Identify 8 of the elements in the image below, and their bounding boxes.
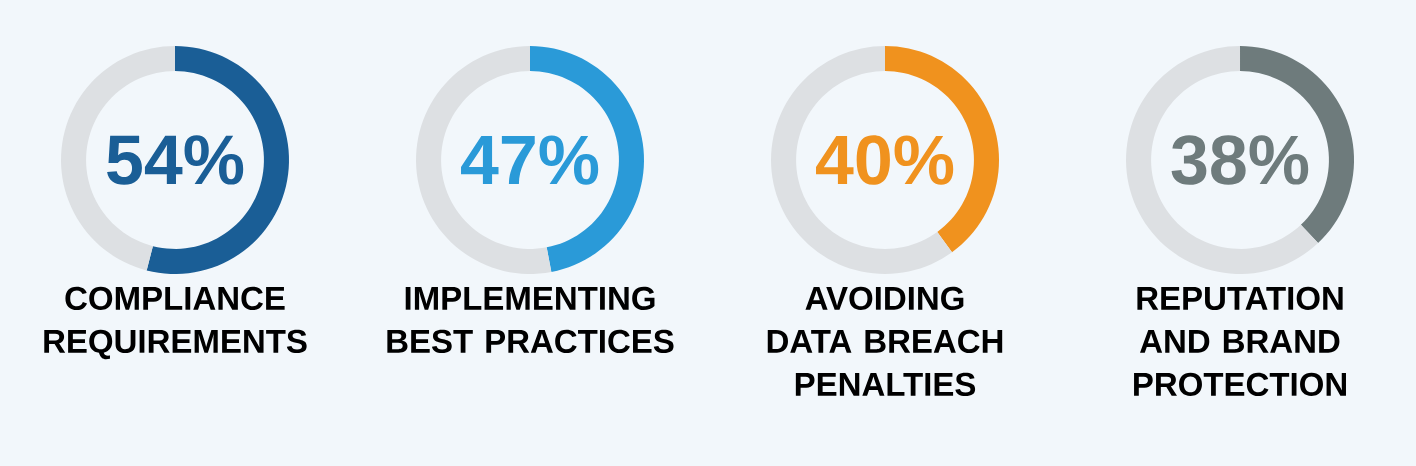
text: COMPLIANCE REQUIREMENTS: [44, 286, 307, 360]
text: 38%: [1171, 135, 1309, 185]
text: REPUTATION AND BRAND PROTECTION: [1134, 286, 1346, 397]
text: 47%: [461, 135, 599, 185]
text: 40%: [816, 135, 954, 185]
text: IMPLEMENTING BEST PRACTICES: [387, 286, 674, 354]
text: AVOIDING DATA BREACH PENALTIES: [767, 286, 1003, 397]
text: 54%: [107, 135, 244, 185]
